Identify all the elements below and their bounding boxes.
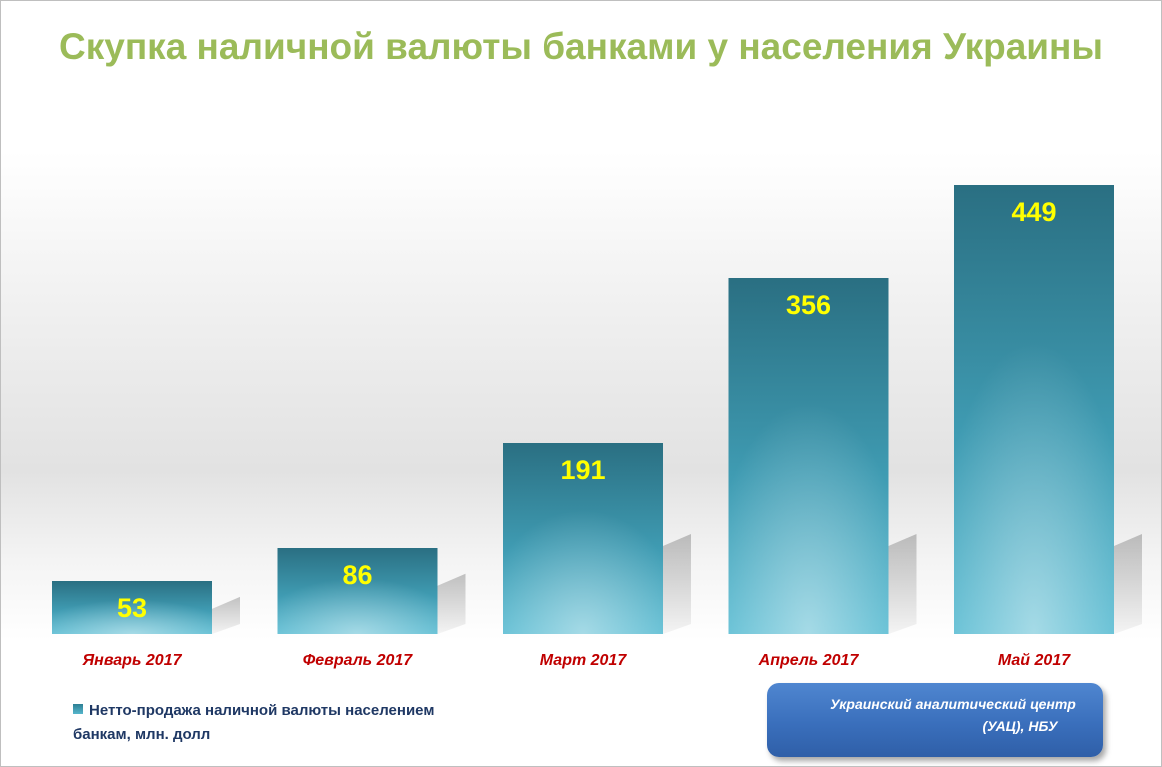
bar-shadow bbox=[212, 596, 240, 634]
data-label: 191 bbox=[560, 455, 605, 485]
bar-shadow bbox=[663, 534, 691, 634]
legend-swatch bbox=[73, 704, 83, 714]
bar-highlight bbox=[503, 443, 663, 634]
bar-highlight bbox=[728, 278, 889, 634]
bar-highlight bbox=[954, 185, 1114, 634]
bar-shadow bbox=[1114, 534, 1142, 634]
data-label: 449 bbox=[1011, 197, 1056, 227]
source-line-2: (УАЦ), НБУ bbox=[982, 718, 1058, 734]
category-label: Апрель 2017 bbox=[758, 652, 860, 669]
bar-shadow bbox=[888, 534, 917, 634]
legend-label: Нетто-продажа наличной валюты населением… bbox=[73, 702, 435, 743]
data-label: 356 bbox=[786, 290, 831, 320]
bar-highlight bbox=[52, 581, 212, 634]
bar-highlight bbox=[277, 548, 438, 634]
legend: Нетто-продажа наличной валюты населением… bbox=[73, 699, 493, 747]
category-label: Февраль 2017 bbox=[303, 652, 414, 669]
data-label: 53 bbox=[117, 593, 147, 623]
data-label: 86 bbox=[342, 560, 372, 590]
bar-chart: 53 Январь 2017 86 Февраль 2017 191 Март 2017 3… bbox=[52, 185, 1142, 669]
category-label: Май 2017 bbox=[998, 652, 1071, 669]
chart-title: Скупка наличной валюты банками у населен… bbox=[59, 26, 1103, 67]
source-line-1: Украинский аналитический центр bbox=[830, 696, 1076, 712]
source-box: Украинский аналитический центр (УАЦ), НБ… bbox=[767, 683, 1103, 757]
bar-shadow bbox=[437, 573, 466, 634]
category-label: Январь 2017 bbox=[82, 652, 183, 669]
category-label: Март 2017 bbox=[540, 652, 628, 669]
